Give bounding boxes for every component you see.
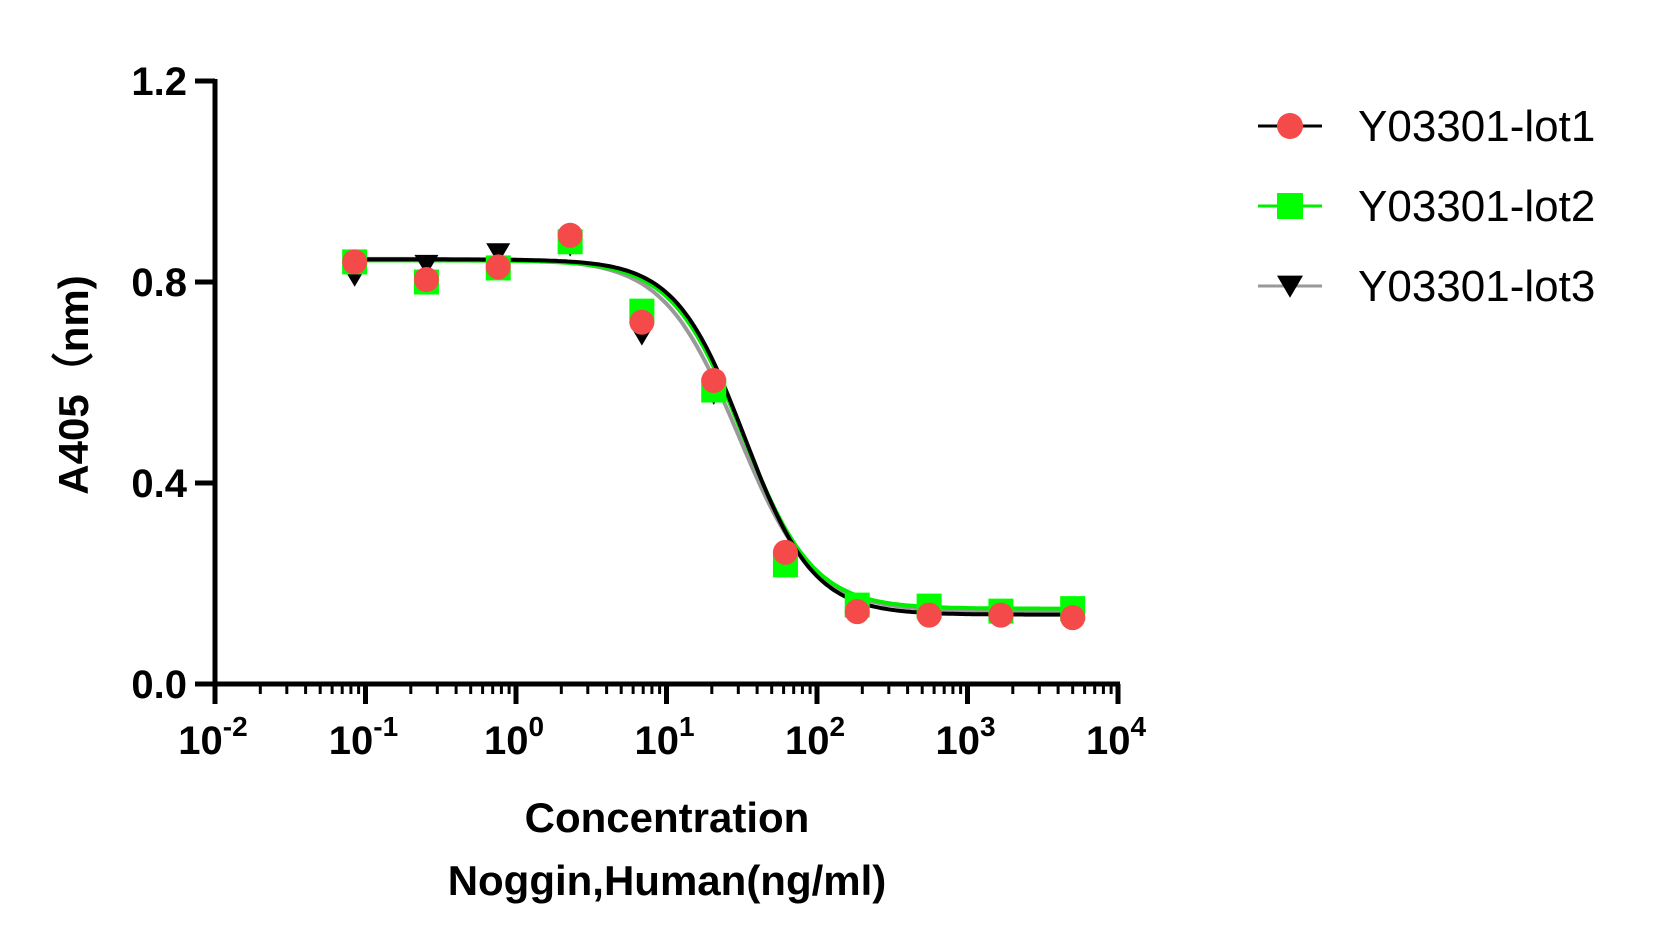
legend-marker-circle: [1277, 113, 1303, 139]
x-axis-label-line1: Concentration: [525, 794, 810, 841]
data-point-Y03301-lot1: [485, 254, 511, 280]
tick-exponent: 1: [679, 711, 695, 742]
data-point-Y03301-lot1: [916, 602, 942, 628]
data-point-Y03301-lot1: [629, 309, 655, 335]
tick-exponent: 2: [829, 711, 845, 742]
data-point-Y03301-lot1: [1060, 605, 1086, 631]
data-point-Y03301-lot1: [772, 539, 798, 565]
y-tick-label: 1.2: [131, 60, 187, 104]
tick-exponent: 3: [980, 711, 996, 742]
tick-base: 10: [484, 719, 529, 763]
legend-marker-square: [1277, 193, 1303, 219]
legend-label: Y03301-lot3: [1358, 262, 1595, 311]
x-tick-label: 10-2: [178, 711, 247, 763]
tick-exponent: -2: [223, 711, 248, 742]
fit-curves: [354, 256, 1073, 617]
tick-base: 10: [785, 719, 830, 763]
x-tick-label: 103: [935, 711, 995, 763]
tick-exponent: -1: [373, 711, 398, 742]
data-point-Y03301-lot1: [342, 249, 368, 275]
x-tick-label: 10-1: [329, 711, 398, 763]
legend-label: Y03301-lot2: [1358, 182, 1595, 231]
data-point-Y03301-lot3: [486, 243, 511, 264]
tick-base: 10: [935, 719, 980, 763]
data-point-Y03301-lot1: [844, 599, 870, 625]
tick-base: 10: [178, 719, 223, 763]
tick-exponent: 4: [1130, 711, 1146, 742]
data-point-Y03301-lot1: [701, 367, 727, 393]
data-points: [342, 222, 1086, 631]
data-point-Y03301-lot1: [557, 222, 583, 248]
x-axis-label-line2: Noggin,Human(ng/ml): [448, 857, 887, 904]
fit-curve-Y03301-lot3: [354, 256, 1073, 614]
axes: 0.00.40.81.210-2 10-1 100 101 102 103 104: [131, 60, 1146, 763]
x-tick-label: 104: [1086, 711, 1147, 763]
y-tick-label: 0.4: [131, 462, 187, 506]
y-tick-label: 0.8: [131, 261, 187, 305]
legend: Y03301-lot1 Y03301-lot2 Y03301-lot3: [1258, 102, 1595, 311]
x-tick-label: 101: [634, 711, 694, 763]
tick-exponent: 0: [528, 711, 544, 742]
tick-base: 10: [634, 719, 679, 763]
legend-marker-triangle-down: [1277, 275, 1303, 298]
data-point-Y03301-lot3: [414, 254, 439, 276]
tick-base: 10: [1086, 719, 1131, 763]
tick-base: 10: [329, 719, 374, 763]
data-point-Y03301-lot1: [988, 602, 1014, 628]
data-point-Y03301-lot1: [413, 266, 439, 292]
fit-curve-Y03301-lot2: [354, 258, 1073, 611]
fit-curve-Y03301-lot1: [354, 257, 1073, 617]
y-tick-label: 0.0: [131, 663, 187, 707]
legend-label: Y03301-lot1: [1358, 102, 1595, 151]
x-tick-label: 102: [785, 711, 845, 763]
x-tick-label: 100: [484, 711, 544, 763]
y-axis-label: A405（nm): [50, 275, 97, 494]
